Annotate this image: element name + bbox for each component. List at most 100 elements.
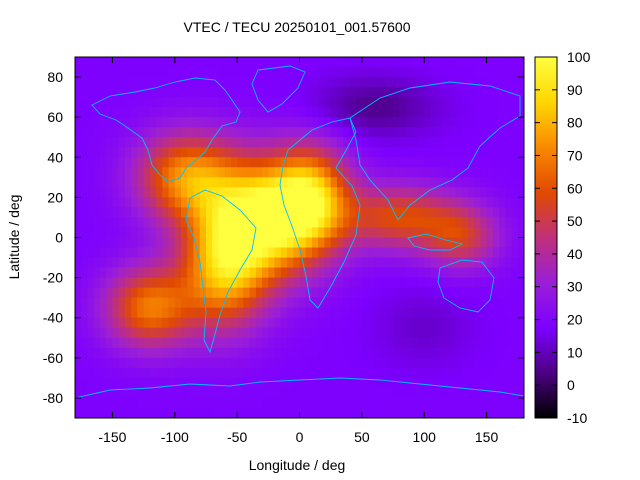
heatmap-cell [380,367,388,379]
heatmap-cell [368,367,375,379]
heatmap-cell [149,347,157,359]
heatmap-cell [361,67,369,78]
heatmap-cell [467,217,475,229]
heatmap-cell [380,287,388,299]
heatmap-cell [199,407,207,418]
heatmap-cell [511,337,519,349]
heatmap-cell [112,357,120,369]
heatmap-cell [511,77,519,88]
heatmap-cell [417,307,425,319]
heatmap-cell [442,367,450,379]
heatmap-cell [212,237,220,249]
heatmap-cell [417,287,425,299]
heatmap-cell [411,407,419,418]
heatmap-cell [131,347,138,359]
heatmap-cell [405,267,413,279]
heatmap-cell [274,317,282,329]
heatmap-cell [293,87,301,98]
heatmap-cell [156,287,163,299]
heatmap-cell [436,317,444,329]
heatmap-cell [343,207,350,219]
heatmap-cell [218,87,226,98]
heatmap-cell [118,267,126,279]
heatmap-cell [511,237,519,249]
heatmap-cell [411,227,419,239]
heatmap-cell [137,77,145,88]
heatmap-cell [374,157,382,168]
heatmap-cell [274,297,282,309]
heatmap-cell [218,97,226,108]
heatmap-cell [442,97,450,108]
heatmap-cell [355,377,363,389]
heatmap-cell [305,167,313,178]
heatmap-cell [374,347,382,359]
heatmap-cell [293,347,301,359]
heatmap-cell [311,127,319,138]
heatmap-cell [75,117,82,128]
heatmap-cell [224,357,232,369]
heatmap-cell [467,297,475,309]
heatmap-cell [436,297,444,309]
heatmap-cell [199,317,207,329]
heatmap-cell [262,97,269,108]
heatmap-cell [224,367,232,379]
heatmap-cell [106,77,114,88]
heatmap-cell [449,57,457,68]
heatmap-cell [118,367,126,379]
heatmap-cell [181,337,188,349]
heatmap-cell [336,77,344,88]
heatmap-cell [505,227,513,239]
heatmap-cell [243,97,251,108]
heatmap-cell [162,257,170,269]
heatmap-cell [417,297,425,309]
heatmap-cell [299,237,307,249]
heatmap-cell [181,327,188,339]
heatmap-cell [224,307,232,319]
heatmap-cell [305,327,313,339]
heatmap-cell [368,237,375,249]
heatmap-cell [330,87,338,98]
heatmap-cell [143,387,151,399]
heatmap-cell [405,277,413,289]
heatmap-cell [330,147,338,158]
heatmap-cell [455,347,463,359]
heatmap-cell [199,197,207,209]
heatmap-cell [393,167,400,178]
heatmap-cell [87,407,95,418]
heatmap-cell [474,317,481,329]
heatmap-cell [455,287,463,299]
heatmap-cell [424,97,432,108]
heatmap-cell [436,127,444,138]
heatmap-cell [492,87,500,98]
heatmap-cell [118,247,126,259]
heatmap-cell [355,397,363,409]
heatmap-cell [156,97,163,108]
heatmap-cell [417,77,425,88]
heatmap-cell [124,337,132,349]
heatmap-cell [349,337,357,349]
heatmap-cell [430,57,438,68]
heatmap-cell [411,157,419,168]
heatmap-cell [405,147,413,158]
heatmap-cell [517,247,524,259]
heatmap-cell [168,407,176,418]
heatmap-cell [243,347,251,359]
heatmap-cell [336,217,344,229]
heatmap-cell [149,97,157,108]
heatmap-cell [449,237,457,249]
heatmap-cell [449,357,457,369]
heatmap-cell [343,367,350,379]
heatmap-cell [455,57,463,68]
heatmap-cell [349,377,357,389]
heatmap-cell [99,67,107,78]
heatmap-cell [324,377,332,389]
heatmap-cell [218,267,226,279]
heatmap-cell [505,287,513,299]
heatmap-cell [174,127,182,138]
heatmap-cell [393,347,400,359]
heatmap-cell [174,237,182,249]
heatmap-cell [393,247,400,259]
heatmap-cell [380,157,388,168]
heatmap-cell [380,337,388,349]
heatmap-cell [255,87,263,98]
